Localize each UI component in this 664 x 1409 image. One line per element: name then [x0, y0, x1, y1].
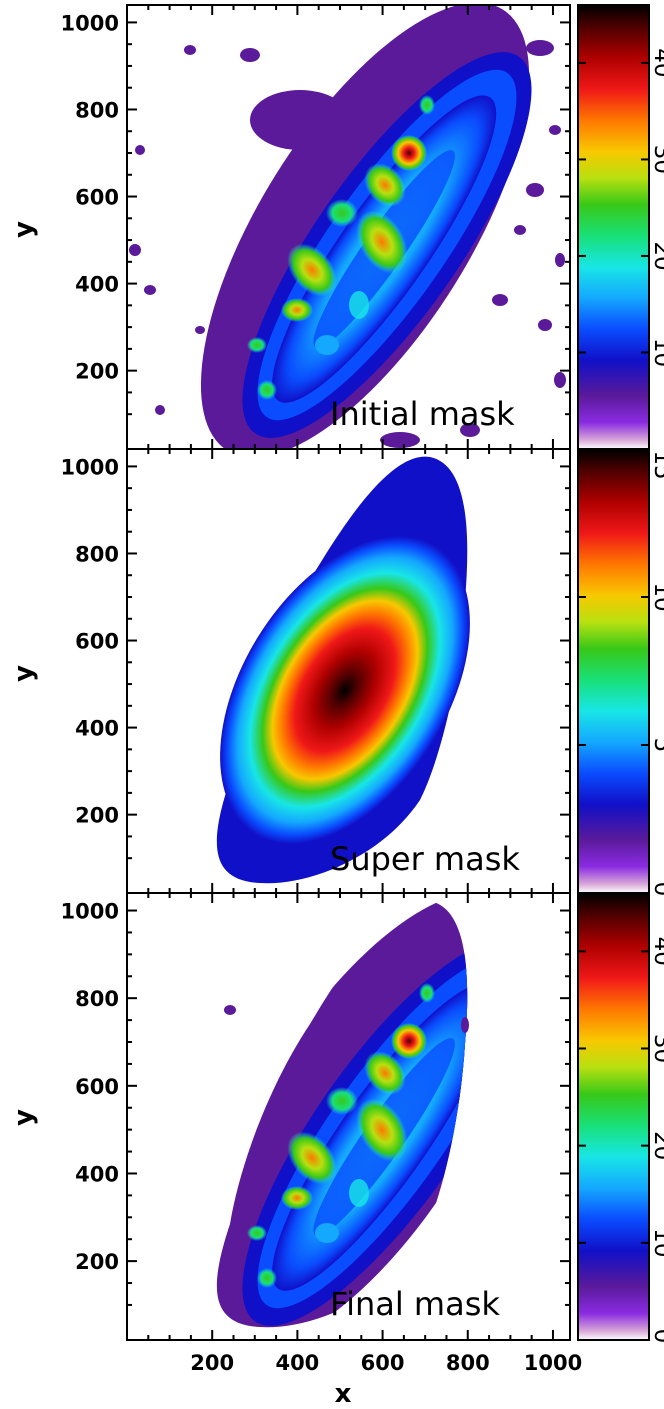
y-tick-label: 1000 [61, 900, 119, 924]
y-tick-label: 800 [75, 542, 119, 566]
panel-super-mask: Super mask [126, 448, 650, 894]
colorbar-tick-label: 20 [649, 241, 664, 270]
y-tick-label: 600 [75, 630, 119, 654]
x-tick-label: 600 [361, 1351, 405, 1375]
y-tick-label: 800 [75, 98, 119, 122]
y-tick-label: 200 [75, 804, 119, 828]
y-tick-label: 1000 [61, 11, 119, 35]
y-tick-label: 400 [75, 1162, 119, 1186]
colorbar-tick-label: 10 [649, 1228, 664, 1257]
y-axis-label: y [9, 1109, 39, 1126]
colorbar-tick-label: 0 [649, 1329, 664, 1344]
y-tick-label: 600 [75, 1075, 119, 1099]
colorbar-tick-label: 15 [649, 450, 664, 479]
panel-label: Super mask [330, 840, 520, 878]
y-tick-label: 200 [75, 1250, 119, 1274]
panel-label: Initial mask [330, 395, 515, 433]
x-tick-label: 200 [190, 1351, 234, 1375]
colorbar [577, 892, 650, 1341]
y-tick-label: 800 [75, 987, 119, 1011]
y-axis-label: y [9, 665, 39, 682]
x-tick-label: 400 [275, 1351, 319, 1375]
heatmap-initial [129, 5, 570, 449]
colorbar-tick-label: 40 [649, 937, 664, 966]
colorbar-tick-label: 10 [649, 582, 664, 611]
colorbar-tick-label: 30 [649, 145, 664, 174]
x-tick-label: 1000 [524, 1351, 582, 1375]
colorbar [577, 448, 650, 894]
y-axis-label: y [9, 221, 39, 238]
y-tick-label: 600 [75, 186, 119, 210]
y-tick-label: 400 [75, 273, 119, 297]
colorbar-tick-label: 5 [649, 738, 664, 753]
y-tick-label: 400 [75, 717, 119, 741]
colorbar-tick-label: 40 [649, 48, 664, 77]
y-tick-label: 1000 [61, 455, 119, 479]
colorbar-tick-label: 10 [649, 338, 664, 367]
panel-label: Final mask [330, 1285, 500, 1323]
heatmap-super [216, 456, 470, 884]
colorbar-tick-label: 30 [649, 1034, 664, 1063]
ticks: 2004006008001000102030402004006008001000… [61, 5, 664, 1375]
panel-initial-mask: Initial mask [126, 4, 650, 450]
colorbar-tick-label: 20 [649, 1131, 664, 1160]
panel-final-mask: Final mask [126, 892, 650, 1341]
colorbar-tick-label: 0 [649, 882, 664, 897]
x-tick-label: 800 [446, 1351, 490, 1375]
x-axis-label: x [335, 1379, 352, 1409]
y-tick-label: 200 [75, 360, 119, 384]
colorbar [577, 4, 650, 450]
